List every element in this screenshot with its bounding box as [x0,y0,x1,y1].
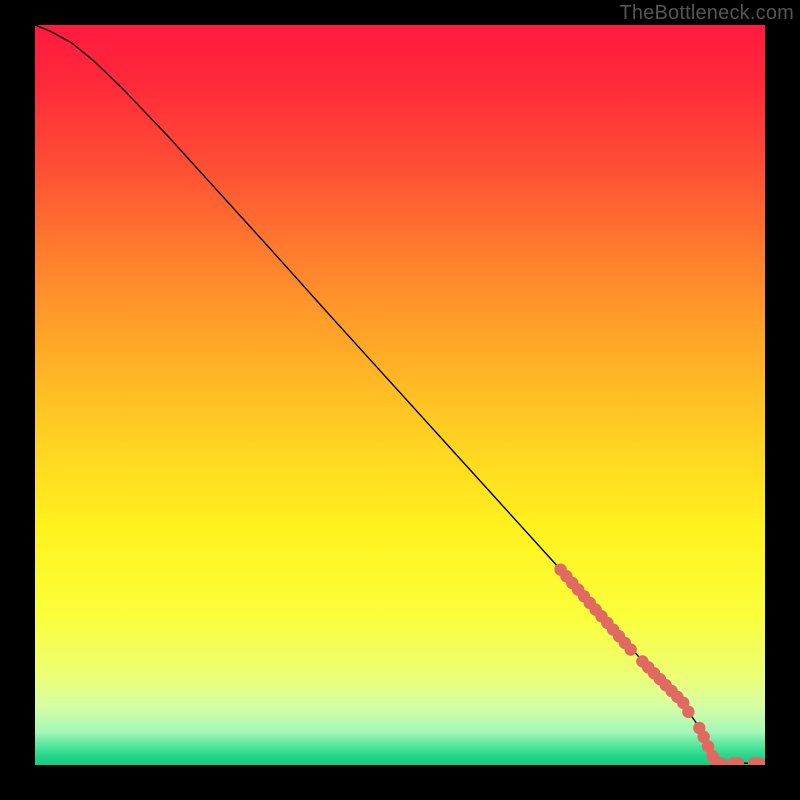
chart-svg [35,25,765,765]
watermark-text: TheBottleneck.com [619,2,794,25]
chart-background [35,25,765,765]
scatter-point [624,643,636,655]
plot-area [35,25,765,765]
scatter-point [682,706,694,718]
